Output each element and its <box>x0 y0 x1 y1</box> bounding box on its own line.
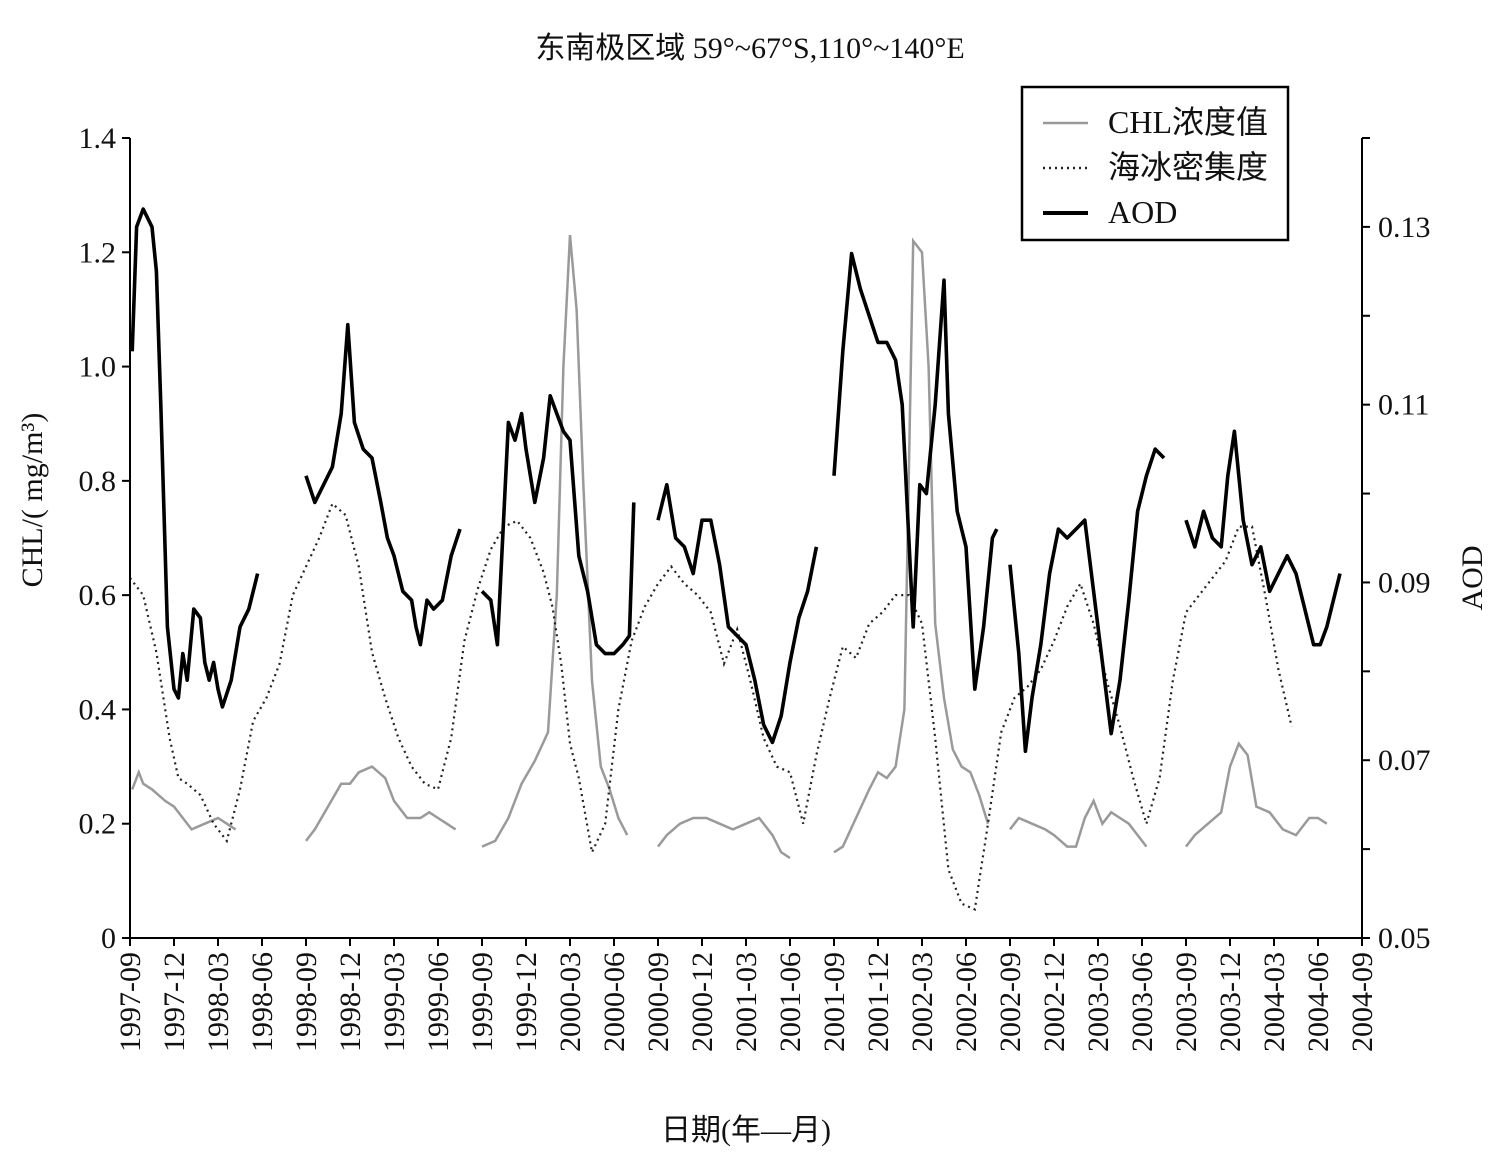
series-line-CHL浓度值-4 <box>833 237 990 854</box>
left-y-tick-label: 0 <box>101 922 116 955</box>
series-line-CHL浓度值-6 <box>1185 741 1328 848</box>
left-y-tick-label: 1.2 <box>79 236 117 269</box>
series-line-CHL浓度值-3 <box>657 816 791 860</box>
x-tick-label: 2000-03 <box>554 952 587 1052</box>
series-line-AOD-5 <box>1008 447 1166 754</box>
series-line-AOD-2 <box>480 394 636 656</box>
x-tick-label: 1998-03 <box>202 952 235 1052</box>
left-y-axis-title: CHL/( mg/m³) <box>16 413 49 588</box>
left-y-ticks: 0 0.2 0.4 0.6 0.8 1.0 1.2 1.4 <box>79 122 130 955</box>
x-tick-label: 2004-06 <box>1302 952 1335 1052</box>
x-tick-label: 1999-06 <box>422 952 455 1052</box>
x-ticks: 1997-09 1997-12 1998-03 1998-06 1998-09 1998-… <box>114 938 1379 1052</box>
legend: CHL浓度值 海冰密集度 AOD <box>1020 85 1290 242</box>
right-y-tick-label: 0.07 <box>1378 744 1431 777</box>
series-line-海冰密集度-0 <box>129 501 1293 911</box>
x-tick-label: 2004-09 <box>1346 952 1379 1052</box>
left-y-tick-label: 1.0 <box>79 351 117 384</box>
x-tick-label: 2003-03 <box>1082 952 1115 1052</box>
x-tick-label: 2002-12 <box>1038 952 1071 1052</box>
x-tick-label: 1998-12 <box>334 952 367 1052</box>
x-tick-label: 1997-09 <box>114 952 147 1052</box>
right-y-axis-title: AOD <box>1456 546 1488 611</box>
series-line-CHL浓度值-5 <box>1009 797 1148 848</box>
x-tick-label: 1999-03 <box>378 952 411 1052</box>
plot-series-group <box>129 207 1342 911</box>
legend-label-aod: AOD <box>1108 194 1177 230</box>
x-tick-label: 2003-09 <box>1170 952 1203 1052</box>
left-y-tick-label: 0.6 <box>79 579 117 612</box>
x-tick-label: 2002-09 <box>994 952 1027 1052</box>
x-tick-label: 2004-03 <box>1258 952 1291 1052</box>
legend-label-chl: CHL浓度值 <box>1108 104 1268 140</box>
series-line-AOD-6 <box>1184 429 1342 647</box>
x-tick-label: 1998-09 <box>290 952 323 1052</box>
x-tick-label: 1998-06 <box>246 952 279 1052</box>
left-y-tick-label: 1.4 <box>79 122 117 155</box>
legend-label-ice: 海冰密集度 <box>1108 149 1268 185</box>
chart-title: 东南极区域 59°~67°S,110°~140°E <box>535 32 964 65</box>
x-tick-label: 2000-06 <box>598 952 631 1052</box>
series-line-CHL浓度值-1 <box>305 765 457 842</box>
right-y-tick-label: 0.13 <box>1378 211 1431 244</box>
x-tick-label: 2001-12 <box>862 952 895 1052</box>
series-line-CHL浓度值-0 <box>131 768 237 831</box>
series-line-AOD-1 <box>304 322 462 647</box>
right-y-tick-label: 0.09 <box>1378 566 1431 599</box>
x-tick-label: 2003-12 <box>1214 952 1247 1052</box>
x-tick-label: 1997-12 <box>158 952 191 1052</box>
left-y-tick-label: 0.2 <box>79 808 117 841</box>
x-tick-label: 2001-09 <box>818 952 851 1052</box>
x-tick-label: 2002-03 <box>906 952 939 1052</box>
x-tick-label: 2003-06 <box>1126 952 1159 1052</box>
left-y-tick-label: 0.8 <box>79 465 117 498</box>
x-tick-label: 2002-06 <box>950 952 983 1052</box>
series-line-AOD-3 <box>656 482 819 745</box>
x-tick-label: 2000-12 <box>686 952 719 1052</box>
x-tick-label: 1999-12 <box>510 952 543 1052</box>
x-tick-label: 2001-03 <box>730 952 763 1052</box>
series-line-AOD-4 <box>832 251 999 691</box>
right-y-tick-label: 0.11 <box>1378 389 1429 422</box>
right-y-ticks: 0.05 0.07 0.09 0.11 0.13 <box>1362 137 1431 955</box>
series-line-AOD-0 <box>130 207 260 709</box>
x-axis-title: 日期(年—月) <box>661 1114 831 1147</box>
x-tick-label: 1999-09 <box>466 952 499 1052</box>
right-y-tick-label: 0.05 <box>1378 922 1431 955</box>
series-line-CHL浓度值-2 <box>481 234 629 848</box>
left-y-tick-label: 0.4 <box>79 693 117 726</box>
x-tick-label: 2000-09 <box>642 952 675 1052</box>
x-tick-label: 2001-06 <box>774 952 807 1052</box>
